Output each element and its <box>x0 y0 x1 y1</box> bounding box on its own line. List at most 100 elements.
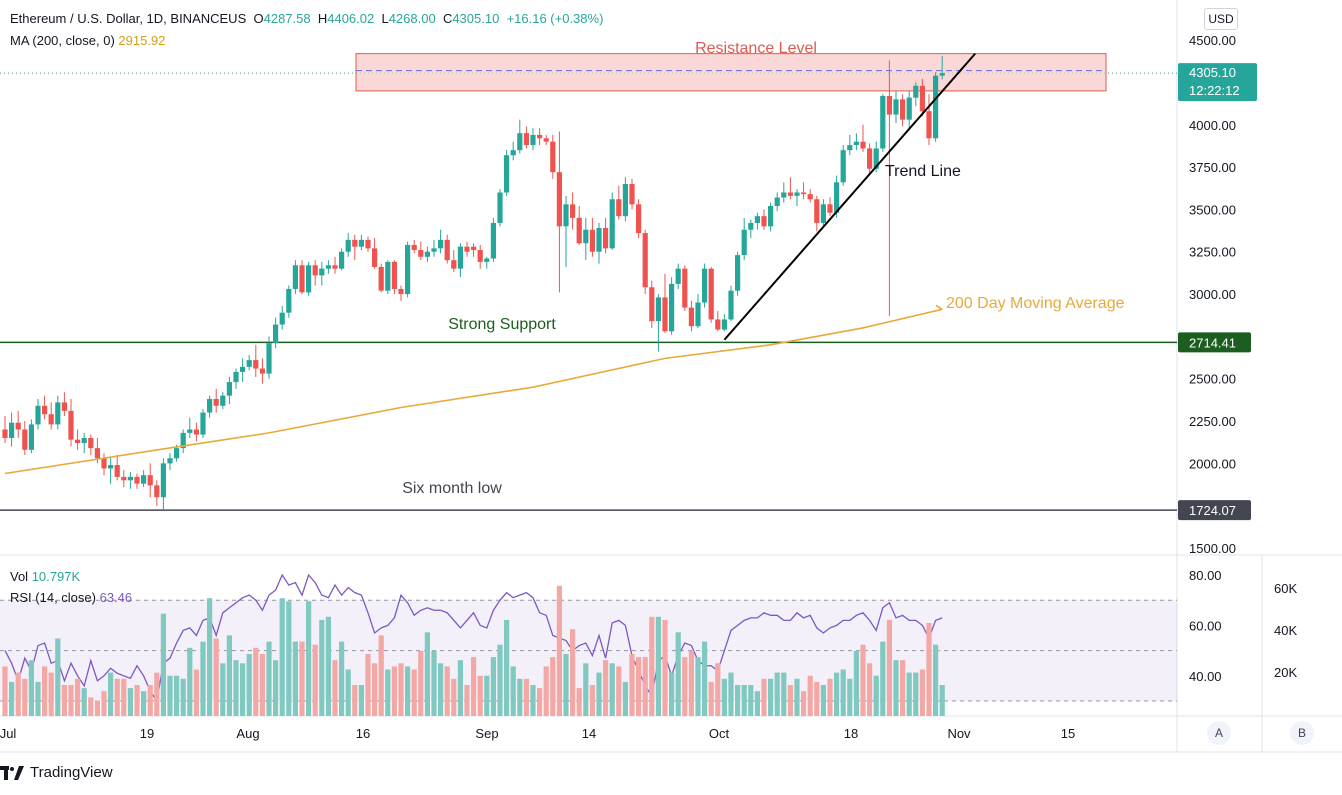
candle-body <box>675 268 681 284</box>
candle-body <box>900 99 906 120</box>
volume-bar <box>933 644 939 716</box>
tradingview-brand[interactable]: TradingView <box>0 764 113 781</box>
candle-body <box>418 250 424 257</box>
volume-bar <box>411 669 417 716</box>
volume-bar <box>444 666 450 716</box>
volume-bar <box>827 678 833 716</box>
candle-body <box>68 410 74 440</box>
volume-bar <box>180 678 186 716</box>
price-tick-label: 3750.00 <box>1189 160 1236 175</box>
candle-body <box>259 368 265 374</box>
volume-bar <box>616 666 622 716</box>
candle-body <box>405 244 411 295</box>
price-tick-label: 3500.00 <box>1189 202 1236 217</box>
volume-legend-label: Vol <box>10 569 29 584</box>
volume-bar <box>708 681 714 716</box>
volume-bar <box>42 666 48 716</box>
volume-bar <box>675 632 681 716</box>
volume-bar <box>563 654 569 716</box>
volume-bars <box>2 585 945 716</box>
volume-tick-label: 40K <box>1274 623 1297 638</box>
volume-bar <box>108 672 114 716</box>
symbol-name: Ethereum / U.S. Dollar, 1D, BINANCEUS <box>10 11 247 26</box>
candle-body <box>48 414 54 425</box>
b-scale-button[interactable]: B <box>1290 721 1314 745</box>
volume-bar <box>919 669 925 716</box>
volume-bar <box>880 641 886 716</box>
currency-button[interactable]: USD <box>1204 8 1238 30</box>
candle-body <box>121 476 127 481</box>
candle-body <box>880 95 886 149</box>
volume-bar <box>101 691 107 716</box>
volume-bar <box>741 685 747 716</box>
candle-body <box>299 265 305 293</box>
six-month-low-label: Six month low <box>402 480 502 497</box>
candle-body <box>411 244 417 251</box>
candle-body <box>160 463 166 498</box>
candle-body <box>926 111 932 139</box>
candle-body <box>15 422 21 430</box>
volume-bar <box>807 675 813 716</box>
overlay-lines <box>4 52 976 475</box>
support-price-tag <box>1178 332 1251 353</box>
candle-body <box>365 239 371 249</box>
annotation-labels: Resistance Level Trend Line Strong Suppo… <box>402 40 1124 497</box>
volume-bar <box>174 675 180 716</box>
volume-bar <box>464 685 470 716</box>
candle-body <box>629 184 635 205</box>
volume-tick-label: 60K <box>1274 581 1297 596</box>
close-value: 4305.10 <box>452 11 500 26</box>
candle-body <box>867 148 873 169</box>
candle-body <box>715 319 721 330</box>
symbol-legend[interactable]: Ethereum / U.S. Dollar, 1D, BINANCEUS O4… <box>10 11 603 26</box>
candle-body <box>768 206 774 227</box>
auto-scale-button[interactable]: A <box>1207 721 1231 745</box>
volume-bar <box>926 623 932 716</box>
volume-bar <box>702 641 708 716</box>
volume-bar <box>781 672 787 716</box>
volume-bar <box>15 672 21 716</box>
candle-body <box>860 141 866 149</box>
volume-bar <box>193 669 199 716</box>
candlestick-series <box>2 56 945 510</box>
candle-body <box>649 287 655 322</box>
candle-body <box>253 360 259 369</box>
candle-body <box>88 437 94 449</box>
volume-bar <box>596 672 602 716</box>
candle-body <box>127 476 133 481</box>
candle-body <box>814 199 820 223</box>
candle-body <box>596 228 602 252</box>
volume-bar <box>233 660 239 716</box>
ma-legend[interactable]: MA (200, close, 0) 2915.92 <box>10 33 165 48</box>
candle-body <box>22 429 28 450</box>
volume-bar <box>299 641 305 716</box>
volume-bar <box>292 641 298 716</box>
volume-bar <box>345 669 351 716</box>
high-value: 4406.02 <box>327 11 375 26</box>
candle-body <box>754 216 760 223</box>
resistance-zone-rect <box>355 53 1107 92</box>
volume-bar <box>622 681 628 716</box>
candle-body <box>530 134 536 146</box>
candle-body <box>319 268 325 276</box>
rsi-legend[interactable]: RSI (14, close) 63.46 <box>10 590 132 605</box>
candle-body <box>444 239 450 261</box>
volume-bar <box>352 685 358 716</box>
volume-bar <box>550 657 556 716</box>
candle-body <box>853 141 859 146</box>
candle-body <box>523 133 529 146</box>
trend-line-label: Trend Line <box>885 163 961 180</box>
volume-bar <box>259 654 265 716</box>
volume-bar <box>768 678 774 716</box>
candle-body <box>28 424 34 450</box>
candle-body <box>563 204 569 227</box>
volume-bar <box>2 666 8 716</box>
volume-bar <box>794 678 800 716</box>
volume-bar <box>814 681 820 716</box>
volume-bar <box>418 650 424 716</box>
candle-body <box>94 448 100 459</box>
volume-bar <box>121 678 127 716</box>
volume-legend[interactable]: Vol 10.797K <box>10 569 80 584</box>
ma-legend-value: 2915.92 <box>118 33 166 48</box>
